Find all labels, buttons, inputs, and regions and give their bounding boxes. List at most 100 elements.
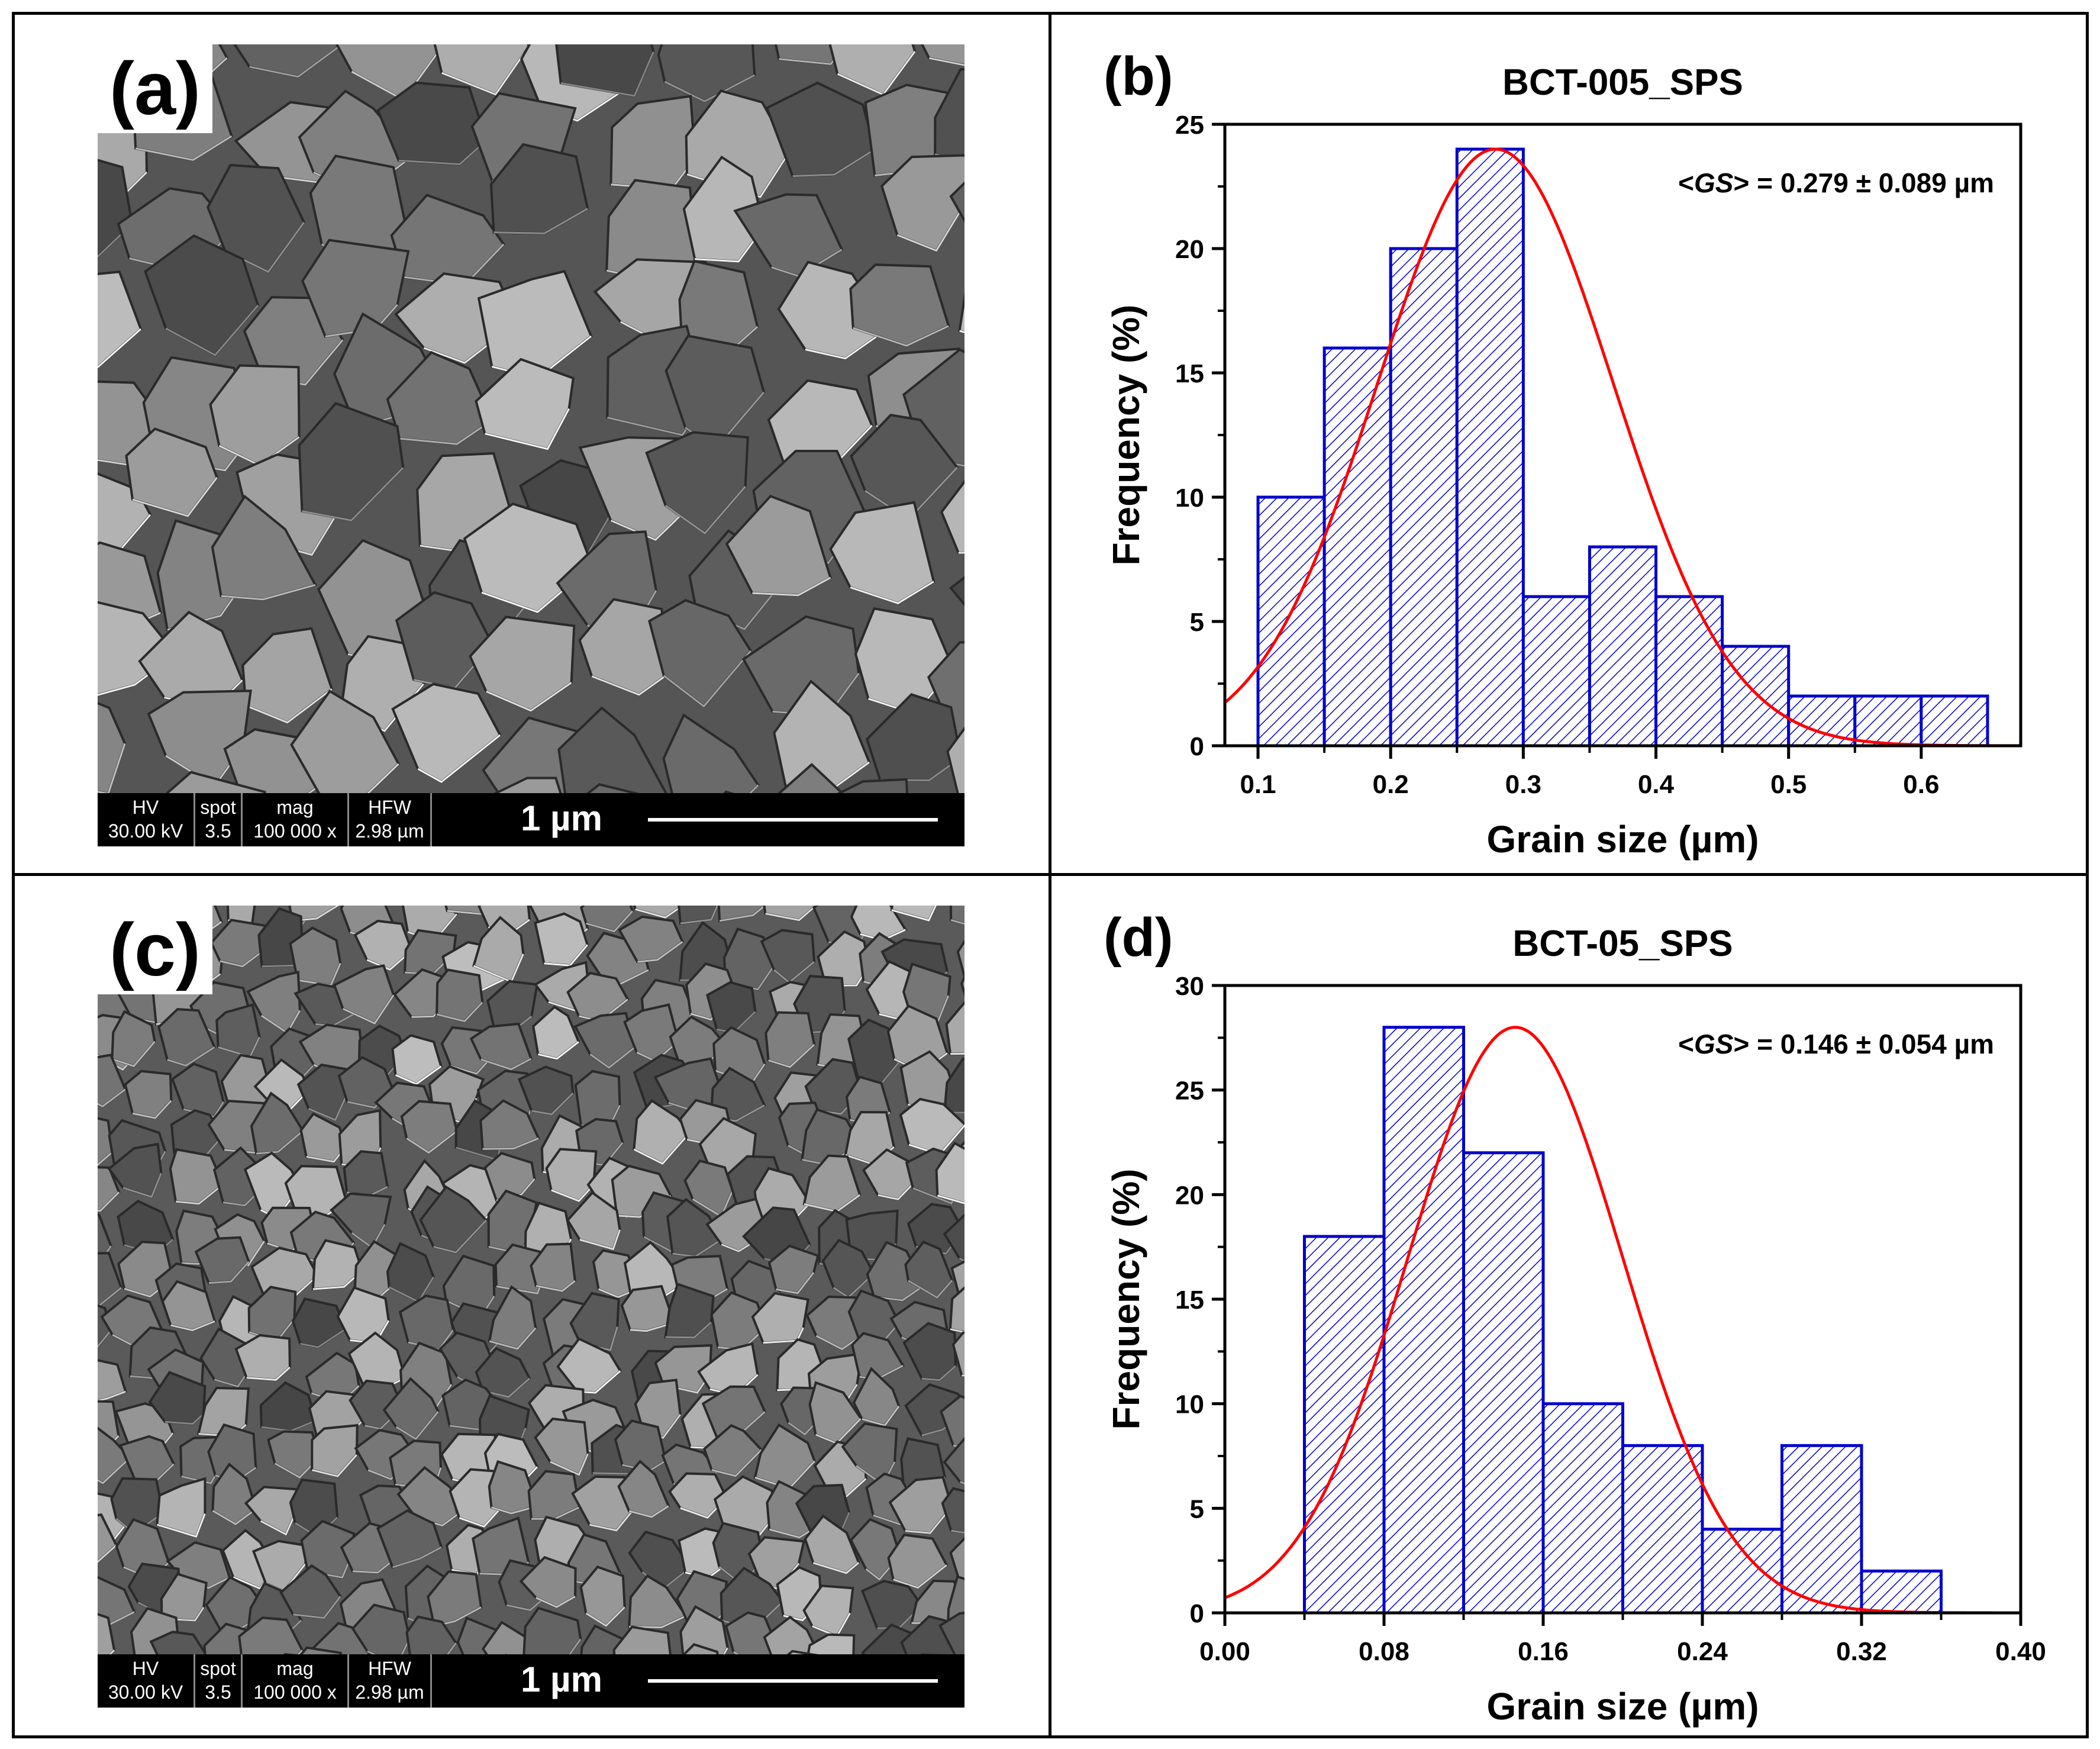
scale-bar — [648, 818, 938, 822]
y-tick-label: 30 — [1175, 972, 1204, 1001]
sem-grain-highlight — [249, 44, 344, 78]
sem-grain-highlight — [779, 44, 848, 65]
sem-grain-highlight — [560, 51, 654, 97]
sem-grain-highlight — [664, 486, 746, 535]
sem-grain-highlight — [135, 135, 233, 161]
sem-grain-highlight — [98, 1191, 120, 1212]
sem-databar-c: HV 30.00 kV spot 3.5 mag 100 000 x HFW 2.98 … — [98, 1654, 964, 1708]
mean-grain-size-annotation: <GS> = 0.146 ± 0.054 µm — [1678, 1029, 1994, 1059]
sem-grain-highlight — [98, 1544, 117, 1563]
sem-grain-highlight — [680, 906, 718, 925]
chart-title: BCT-005_SPS — [1502, 62, 1743, 103]
sem-grain — [938, 1612, 964, 1662]
sem-grain — [940, 1394, 964, 1450]
hv-label: HV — [132, 1658, 159, 1679]
histogram-bar — [1382, 1026, 1465, 1615]
y-axis-label: Frequency (%) — [1105, 305, 1147, 566]
mag-cell: mag 100 000 x — [243, 1654, 349, 1708]
sem-grain-highlight — [167, 1046, 215, 1067]
sem-grain — [98, 159, 134, 259]
sem-grain-highlight — [905, 1506, 953, 1534]
x-tick-label: 0.3 — [1505, 770, 1541, 799]
histogram-bar — [1588, 545, 1658, 748]
sem-grain-highlight — [853, 325, 949, 347]
sem-grain-highlight — [175, 1183, 224, 1205]
y-tick-label: 15 — [1175, 1286, 1204, 1315]
hv-label: HV — [132, 797, 159, 818]
sem-grain-highlight — [436, 1001, 483, 1023]
sem-grain-highlight — [950, 1052, 964, 1055]
y-tick-label: 25 — [1175, 111, 1204, 140]
sem-image-a: HV 30.00 kV spot 3.5 mag 100 000 x HFW 2.98 … — [98, 44, 964, 846]
sem-grain — [949, 906, 964, 925]
sem-grain — [943, 1436, 964, 1485]
sem-grain-highlight — [531, 1092, 574, 1116]
sem-grain-highlight — [550, 1453, 589, 1476]
sem-grain — [98, 1513, 118, 1564]
sem-grain — [934, 68, 964, 163]
sem-grain-highlight — [776, 1272, 815, 1294]
histogram-bar — [1721, 645, 1791, 748]
x-tick-label: 0.08 — [1359, 1637, 1409, 1666]
hfw-value: 2.98 µm — [355, 820, 424, 842]
sem-grain-highlight — [98, 1151, 113, 1167]
sem-grain-highlight — [459, 1503, 506, 1528]
histogram-bar — [1621, 1444, 1704, 1615]
sem-grain-highlight — [536, 1280, 576, 1292]
sem-grain-highlight — [950, 1328, 964, 1333]
sem-grain-highlight — [633, 1132, 691, 1165]
histogram-bar — [1455, 147, 1525, 748]
mag-cell: mag 100 000 x — [243, 793, 349, 846]
scale-bar-label: 1 µm — [521, 1660, 602, 1699]
sem-grain-highlight — [164, 1413, 204, 1425]
sem-grain-highlight — [482, 1137, 539, 1150]
sem-grain — [949, 181, 964, 223]
sem-grain-highlight — [311, 1454, 358, 1477]
x-tick-label: 0.6 — [1903, 770, 1939, 799]
sem-grain-highlight — [399, 419, 493, 445]
spot-value: 3.5 — [205, 1682, 231, 1703]
panel-label-d: (d) — [1104, 907, 1173, 968]
histogram-bar — [1853, 694, 1923, 748]
x-tick-label: 0.1 — [1240, 770, 1276, 799]
sem-grain — [949, 1537, 964, 1587]
sem-grain-highlight — [480, 1058, 532, 1071]
sem-grain-highlight — [536, 1595, 576, 1608]
sem-grain-highlight — [908, 1280, 953, 1299]
sem-grain-highlight — [170, 1320, 215, 1332]
hv-cell: HV 30.00 kV — [98, 1654, 195, 1708]
chart-title: BCT-05_SPS — [1512, 923, 1733, 964]
sem-grain-highlight — [878, 1180, 917, 1200]
sem-grain-highlight — [665, 1321, 712, 1339]
x-tick-label: 0.4 — [1638, 770, 1675, 799]
sem-grain-highlight — [491, 1505, 538, 1515]
y-tick-label: 5 — [1190, 1494, 1204, 1523]
horizontal-divider — [12, 873, 2089, 876]
sem-grain-highlight — [485, 408, 570, 450]
sem-grain-highlight — [395, 1411, 439, 1441]
sem-grain — [949, 1286, 964, 1334]
sem-grain-highlight — [752, 576, 831, 597]
x-axis-label: Grain size (µm) — [1486, 818, 1759, 861]
sem-grain-highlight — [98, 1457, 131, 1484]
sem-grain-highlight — [342, 994, 395, 1025]
sem-grain-highlight — [628, 1505, 669, 1518]
sem-grain-highlight — [792, 148, 876, 177]
histogram-d-svg: (d) BCT-05_SPS 0.00 0.08 0.16 0.24 0.32 0.40 0 5 1… — [1104, 907, 2046, 1728]
sem-grain — [935, 1141, 964, 1205]
sem-grain-highlight — [98, 1331, 111, 1348]
hv-value: 30.00 kV — [108, 1682, 183, 1703]
histogram-bar — [1322, 346, 1392, 748]
mag-label: mag — [276, 797, 314, 818]
sem-grain-highlight — [256, 1130, 304, 1155]
y-tick-label: 5 — [1190, 608, 1204, 637]
sem-grain-highlight — [663, 650, 751, 708]
mag-value: 100 000 x — [253, 1682, 337, 1703]
mag-label: mag — [276, 1658, 314, 1679]
y-tick-label: 20 — [1175, 1181, 1204, 1210]
y-tick-label: 10 — [1175, 484, 1204, 513]
sem-grain-highlight — [489, 1327, 537, 1350]
spot-label: spot — [200, 797, 236, 818]
sem-grain — [943, 1057, 964, 1115]
sem-grain-highlight — [937, 1194, 964, 1204]
